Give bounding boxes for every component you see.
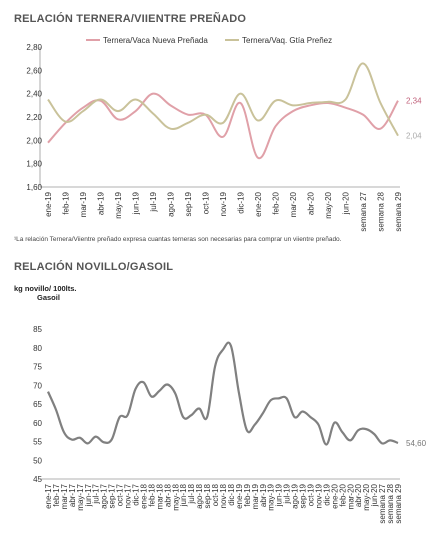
c1-xtick: nov-19 <box>219 191 228 216</box>
legend-label: Ternera/Vaq. Gtía Preñez <box>242 36 332 45</box>
c1-xtick: semana 27 <box>359 191 368 231</box>
c1-end-label: 2,04 <box>406 132 422 141</box>
c2-xtick: mar-19 <box>251 483 260 509</box>
c2-ytick: 45 <box>33 475 42 484</box>
c2-ytick: 70 <box>33 381 42 390</box>
c2-xtick: jun-20 <box>370 483 379 507</box>
c2-xtick: dic-17 <box>132 483 141 505</box>
c1-xtick: ene-19 <box>44 191 53 216</box>
c1-ytick: 2,40 <box>26 90 42 99</box>
c2-xtick: ago-19 <box>291 483 300 508</box>
c2-xtick: ene-17 <box>44 483 53 508</box>
c1-xtick: sep-19 <box>184 191 193 216</box>
c2-xtick: oct-17 <box>116 483 125 506</box>
c2-xtick: jun-19 <box>275 483 284 507</box>
c2-xtick: mar-17 <box>60 483 69 509</box>
c2-xtick: may-20 <box>362 483 371 510</box>
c1-xtick: may-20 <box>324 191 333 218</box>
c2-xtick: abr-18 <box>163 483 172 507</box>
c2-xtick: semana 27 <box>378 483 387 523</box>
c1-xtick: semana 28 <box>377 191 386 231</box>
c1-xtick: feb-20 <box>272 191 281 214</box>
c1-end-label: 2,34 <box>406 97 422 106</box>
c2-xtick: may-18 <box>171 483 180 510</box>
c2-xtick: ene-19 <box>235 483 244 508</box>
c2-xtick: dic-18 <box>227 483 236 505</box>
c1-ytick: 2,80 <box>26 43 42 52</box>
c1-ytick: 2,00 <box>26 136 42 145</box>
c1-xtick: oct-19 <box>202 191 211 214</box>
c2-xtick: ago-17 <box>100 483 109 508</box>
c2-xtick: feb-20 <box>338 483 347 506</box>
c2-xtick: mar-18 <box>155 483 164 509</box>
c2-xtick: nov-18 <box>219 483 228 508</box>
c2-ytick: 85 <box>33 325 42 334</box>
c2-xtick: may-19 <box>267 483 276 510</box>
c2-xtick: sep-18 <box>203 483 212 508</box>
c1-xtick: mar-20 <box>289 191 298 217</box>
c1-series-line <box>47 62 399 137</box>
c2-xtick: oct-19 <box>307 483 316 506</box>
c1-xtick: may-19 <box>114 191 123 218</box>
c2-xtick: semana 28 <box>386 483 395 523</box>
c2-xtick: ago-18 <box>195 483 204 508</box>
ternera-vientre-chart: Ternera/Vaca Nueva Preñada Ternera/Vaq. G… <box>26 36 422 232</box>
c1-xtick: dic-19 <box>237 191 246 213</box>
c1-xtick: abr-20 <box>307 191 316 215</box>
c1-xtick: jun-19 <box>132 191 141 215</box>
c2-xtick: feb-18 <box>147 483 156 506</box>
c1-ytick: 1,80 <box>26 160 42 169</box>
c1-xtick: jul-19 <box>149 191 158 212</box>
c2-ytick: 80 <box>33 344 42 353</box>
c1-xtick: ago-19 <box>167 191 176 216</box>
c2-xtick: ene-18 <box>139 483 148 508</box>
c2-xtick: jul-19 <box>283 483 292 504</box>
c2-xtick: feb-17 <box>52 483 61 506</box>
c2-xtick: abr-20 <box>354 483 363 507</box>
c2-xtick: jun-18 <box>179 483 188 507</box>
c1-ytick: 2,60 <box>26 66 42 75</box>
chart2-ylabel-line2: Gasoil <box>37 293 60 302</box>
c1-xtick: mar-19 <box>79 191 88 217</box>
c1-xtick: ene-20 <box>254 191 263 216</box>
c2-xtick: mar-20 <box>346 483 355 509</box>
c2-xtick: may-17 <box>76 483 85 510</box>
c1-series-line <box>47 92 399 160</box>
c2-ytick: 50 <box>33 456 42 465</box>
c1-xtick: semana 29 <box>394 191 403 231</box>
c2-xtick: semana 29 <box>394 483 403 523</box>
c1-xtick: jun-20 <box>342 191 351 215</box>
c1-xtick: feb-19 <box>62 191 71 214</box>
c2-xtick: jul-17 <box>92 483 101 504</box>
c2-ytick: 55 <box>33 438 42 447</box>
c2-xtick: sep-19 <box>299 483 308 508</box>
c2-xtick: nov-19 <box>314 483 323 508</box>
c2-ytick: 65 <box>33 400 42 409</box>
c2-xtick: jul-18 <box>187 483 196 504</box>
c2-xtick: abr-19 <box>259 483 268 507</box>
c2-xtick: dic-19 <box>322 483 331 505</box>
c2-xtick: jun-17 <box>84 483 93 507</box>
chart2-ylabel-line1: kg novillo/ 100lts. <box>14 284 77 293</box>
c2-series-line <box>46 341 399 446</box>
c1-ytick: 1,60 <box>26 183 42 192</box>
c1-xtick: abr-19 <box>97 191 106 215</box>
c2-ytick: 75 <box>33 363 42 372</box>
c2-end-label: 54,60 <box>406 439 427 448</box>
c2-xtick: abr-17 <box>68 483 77 507</box>
c2-ytick: 60 <box>33 419 42 428</box>
c2-xtick: ene-20 <box>330 483 339 508</box>
c2-xtick: nov-17 <box>124 483 133 508</box>
chart2-title: RELACIÓN NOVILLO/GASOIL <box>14 261 174 273</box>
c2-xtick: sep-17 <box>108 483 117 508</box>
c2-xtick: oct-18 <box>211 483 220 506</box>
chart1-legend: Ternera/Vaca Nueva Preñada Ternera/Vaq. G… <box>86 36 332 45</box>
chart1-footnote: ¹La relación Ternera/Viientre preñado ex… <box>14 236 342 243</box>
c1-ytick: 2,20 <box>26 113 42 122</box>
c2-xtick: feb-19 <box>243 483 252 506</box>
chart1-title: RELACIÓN TERNERA/VIIENTRE PREÑADO <box>14 13 247 25</box>
legend-label: Ternera/Vaca Nueva Preñada <box>103 36 208 45</box>
